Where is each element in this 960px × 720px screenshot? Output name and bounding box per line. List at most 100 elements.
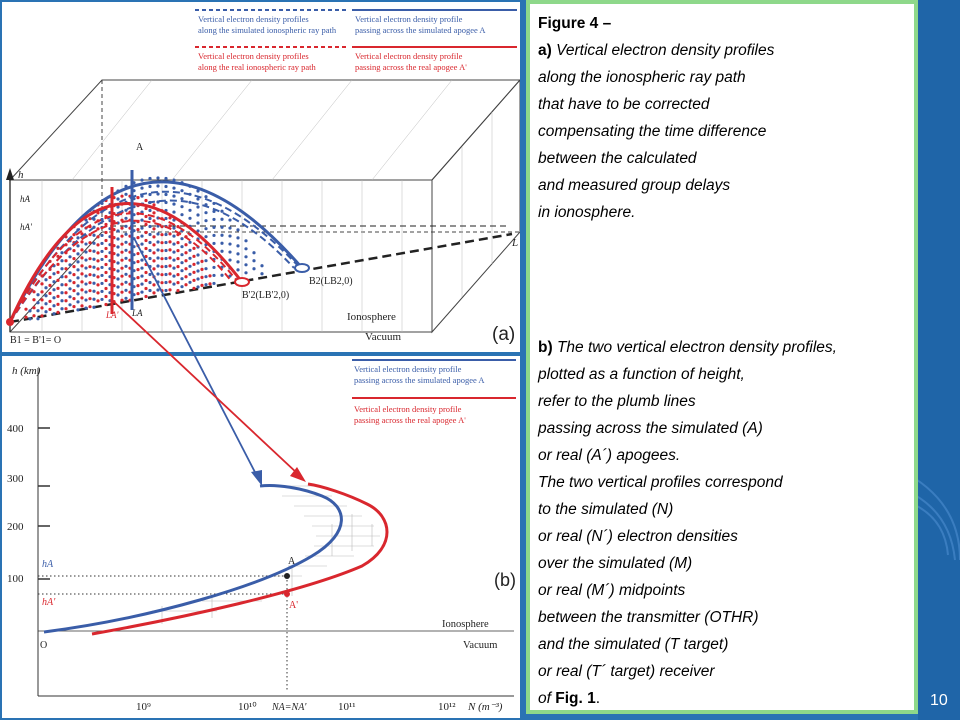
profile-dot — [220, 225, 224, 229]
profile-dot — [156, 272, 160, 276]
profile-dot — [116, 261, 120, 265]
profile-dot — [148, 184, 152, 189]
profile-dot — [168, 224, 172, 228]
profile-dot — [80, 264, 84, 268]
profile-dot — [116, 237, 120, 241]
profile-dot — [48, 275, 52, 279]
y-tick-200: 200 — [7, 521, 24, 533]
caption-a-line: a) Vertical electron density profiles — [538, 37, 906, 64]
profile-dot — [244, 239, 248, 243]
x-equality-label: NA=NA' — [271, 702, 307, 713]
profile-dot — [140, 218, 144, 222]
profile-dot — [80, 272, 84, 276]
label-b2: B2(LB2,0) — [309, 276, 353, 287]
profile-dot — [60, 307, 64, 311]
profile-dot — [228, 242, 232, 246]
profile-dot — [212, 265, 216, 270]
profile-dot — [96, 291, 100, 295]
profile-dot — [96, 267, 100, 271]
profile-dot — [56, 262, 60, 266]
profile-dot — [148, 288, 152, 293]
profile-dot — [148, 208, 152, 213]
profile-dot — [152, 291, 156, 295]
profile-dot — [80, 280, 84, 284]
profile-dot — [192, 254, 196, 258]
profile-dot — [140, 282, 144, 286]
profile-dot — [56, 310, 60, 314]
profile-dot — [148, 280, 152, 285]
profile-dot — [64, 275, 68, 279]
profile-dot — [212, 233, 216, 238]
profile-dot — [140, 242, 144, 246]
profile-dot — [120, 282, 124, 286]
profile-dot — [236, 236, 240, 240]
profile-dot — [96, 259, 100, 263]
profile-dot — [92, 257, 96, 261]
profile-dot — [196, 205, 200, 209]
profile-dot — [176, 257, 180, 261]
profile-dot — [116, 285, 120, 289]
profile-dot — [76, 268, 80, 272]
profile-dot — [88, 281, 92, 285]
profile-dot — [136, 196, 140, 200]
profile-dot — [172, 274, 176, 278]
profile-dot — [124, 296, 128, 300]
profile-dot — [60, 251, 64, 255]
profile-dot — [200, 275, 204, 279]
profile-dot — [76, 236, 80, 240]
profile-dot — [40, 282, 44, 286]
profile-dot — [96, 243, 100, 247]
profile-dot — [244, 271, 248, 275]
profile-dot — [236, 244, 240, 248]
profile-dot — [88, 265, 92, 269]
profile-dot — [228, 234, 232, 238]
profile-dot — [72, 281, 76, 285]
profile-dot — [92, 281, 96, 285]
x-tick-1e11: 10¹¹ — [338, 701, 356, 713]
profile-dot — [204, 283, 208, 287]
profile-dot — [176, 273, 180, 277]
profile-dot — [68, 255, 72, 259]
profile-dot — [164, 280, 168, 285]
page-number: 10 — [930, 692, 948, 709]
profile-dot — [152, 251, 156, 255]
profile-dot — [144, 254, 148, 259]
profile-dot — [48, 283, 52, 287]
profile-dot — [116, 277, 120, 281]
profile-dot — [200, 259, 204, 263]
profile-dot — [136, 236, 140, 240]
profile-dot — [152, 267, 156, 271]
profile-dot — [28, 317, 32, 321]
profile-dot — [228, 250, 232, 254]
profile-dot — [120, 298, 124, 302]
profile-dot — [176, 241, 180, 245]
panel-b-tag: (b) — [494, 570, 516, 590]
profile-dot — [120, 242, 124, 246]
profile-dot — [204, 267, 208, 271]
profile-dot — [144, 222, 148, 227]
profile-dot — [196, 229, 200, 233]
profile-dot — [92, 233, 96, 237]
profile-dot — [140, 234, 144, 238]
caption-b-line-12: and the simulated (T target) — [538, 636, 729, 653]
x-tick-1e9: 10⁹ — [136, 701, 151, 713]
profile-dot — [52, 296, 56, 300]
profile-dot — [180, 269, 184, 273]
profile-dot — [84, 282, 88, 286]
profile-dot — [84, 258, 88, 262]
profile-dot — [92, 297, 96, 301]
profile-dot — [148, 256, 152, 261]
profile-dot — [72, 289, 76, 293]
caption-a-line-7: in ionosphere. — [538, 204, 636, 221]
profile-dot — [92, 289, 96, 293]
legend-red-solid-l2: passing across the real apogee A' — [355, 62, 467, 72]
profile-dot — [36, 309, 40, 313]
profile-dot — [180, 197, 184, 201]
profile-dot — [100, 289, 104, 294]
profile-dot — [100, 233, 104, 238]
profile-dot — [196, 285, 200, 289]
profile-dot — [220, 273, 224, 277]
legend-blue-dotted-l2: along the simulated ionospheric ray path — [198, 25, 337, 35]
profile-dot — [60, 267, 64, 271]
profile-dot — [104, 278, 108, 283]
